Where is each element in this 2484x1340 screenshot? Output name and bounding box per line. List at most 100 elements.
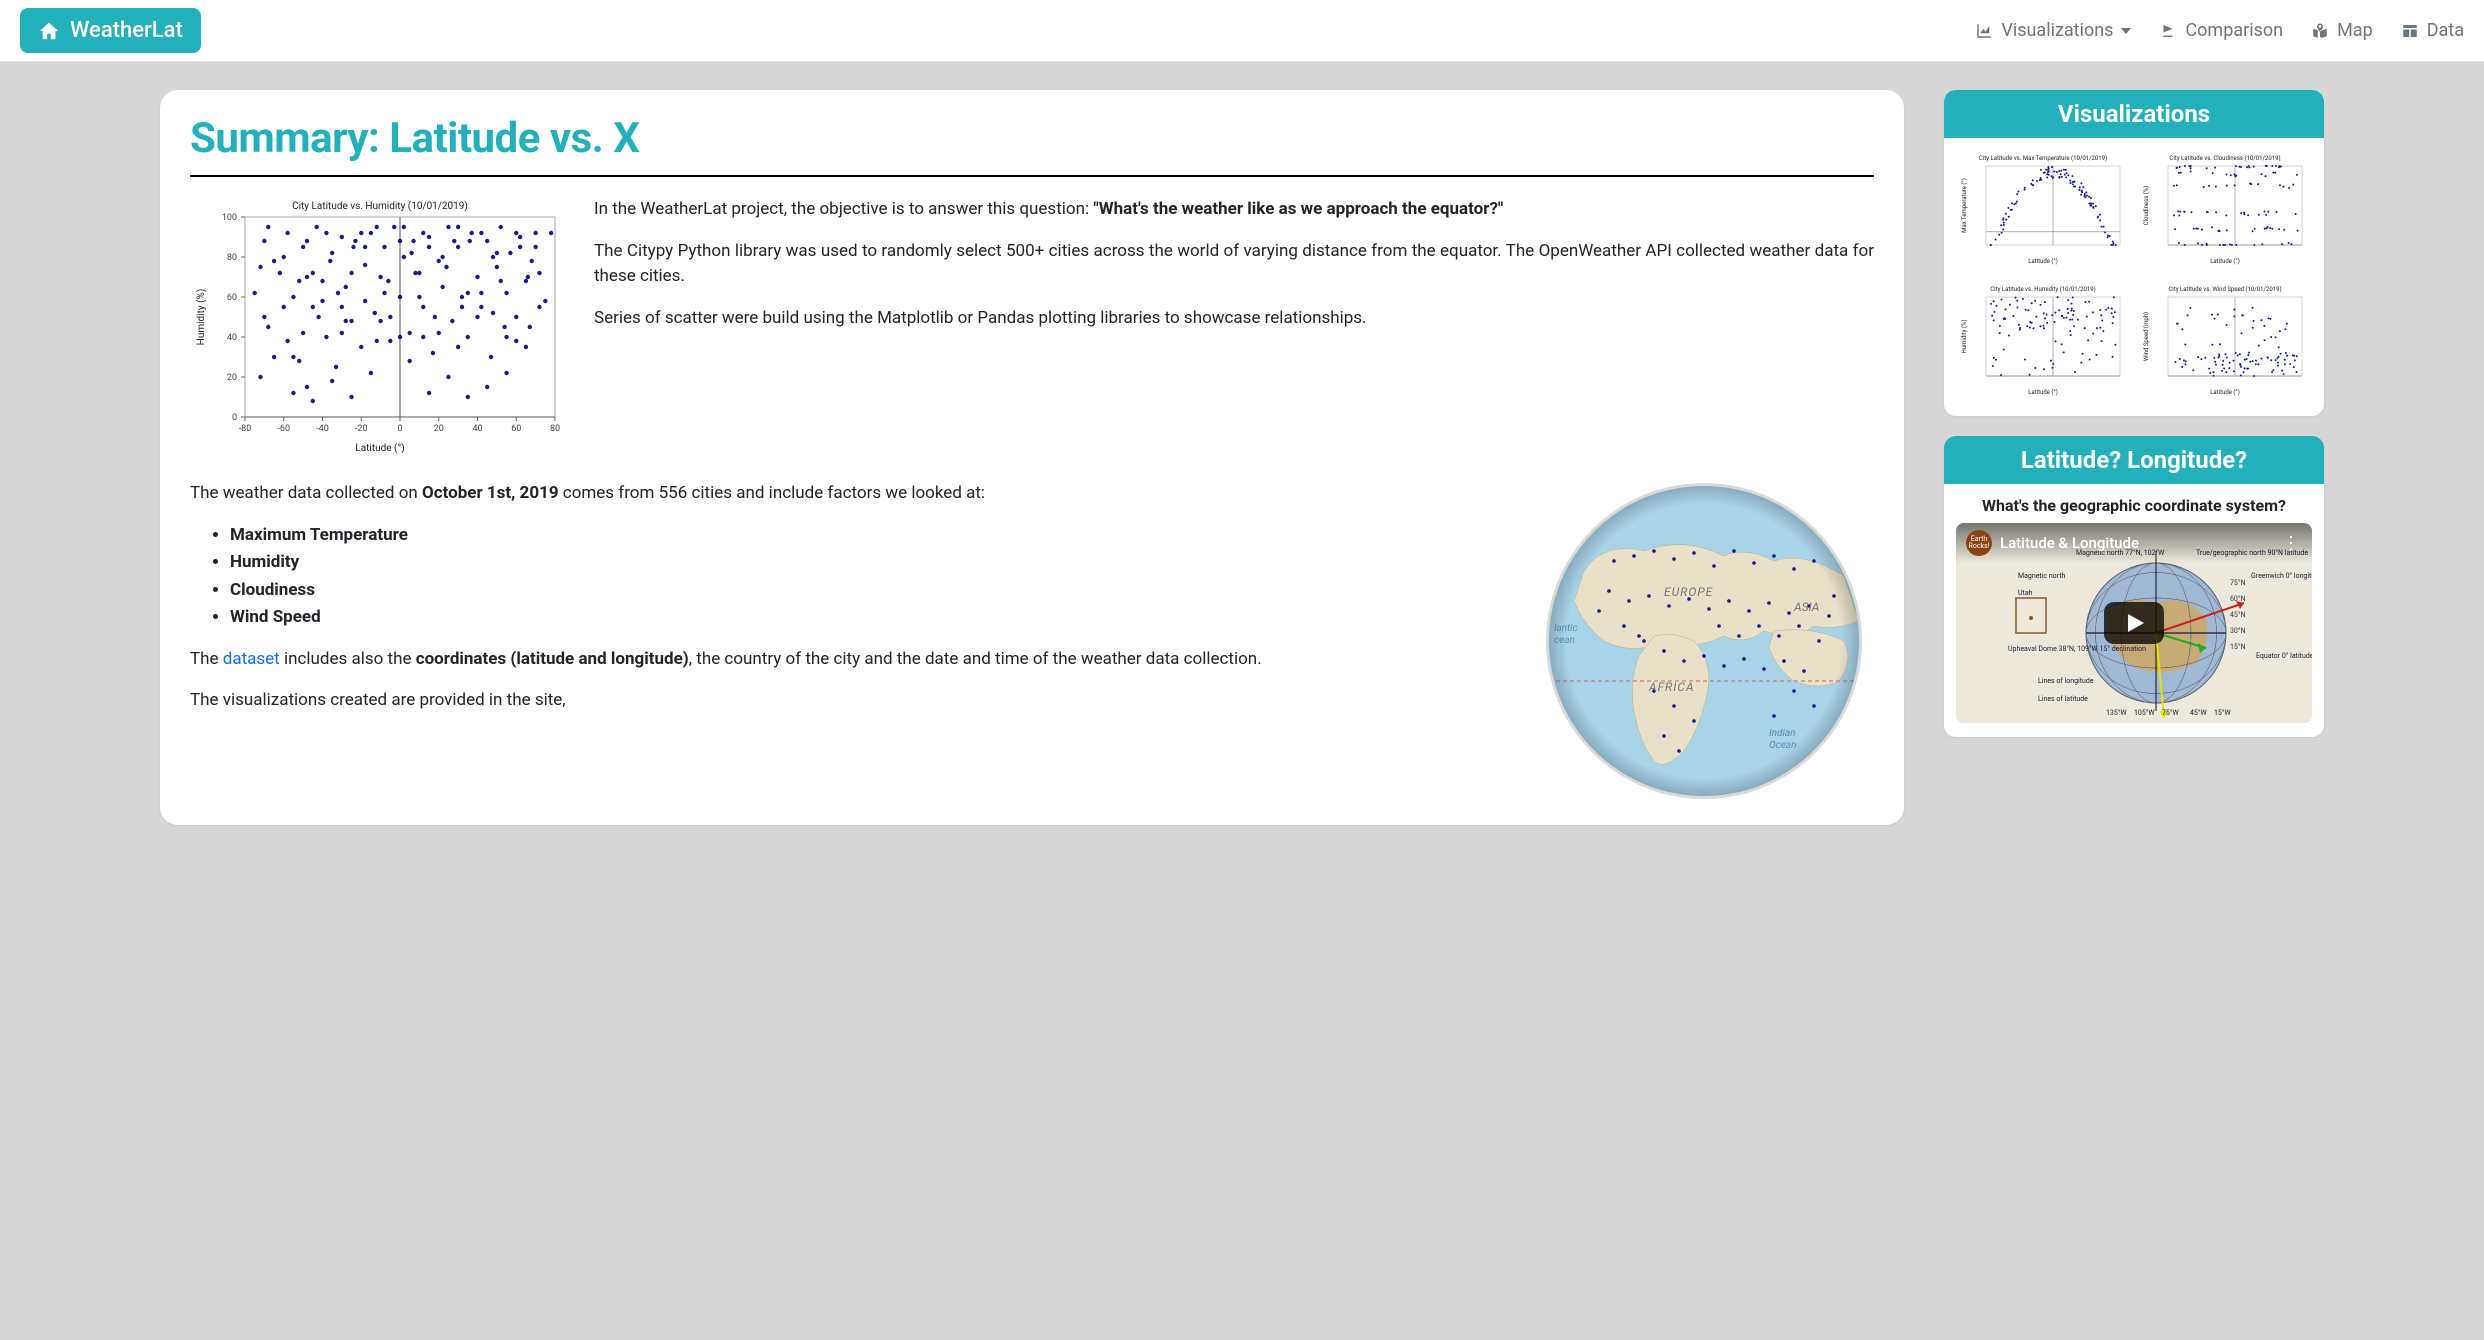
mid-p3: The visualizations created are provided …	[190, 688, 1510, 714]
intro-p2: The Citypy Python library was used to ra…	[594, 239, 1874, 290]
svg-text:City Latitude vs. Max Temperat: City Latitude vs. Max Temperature (10/01…	[1979, 155, 2107, 162]
brand-text: WeatherLat	[70, 18, 183, 43]
svg-text:40: 40	[227, 333, 237, 343]
svg-text:15°W: 15°W	[2214, 709, 2231, 717]
intro-p1b: "What's the weather like as we approach …	[1093, 199, 1503, 219]
nav-visualizations-label: Visualizations	[2001, 20, 2113, 41]
top-row: City Latitude vs. Humidity (10/01/2019) -…	[190, 197, 1874, 461]
brand-home-button[interactable]: WeatherLat	[20, 8, 201, 53]
svg-text:-40: -40	[316, 424, 329, 434]
globe-map: EUROPEAFRICAASIAlanticceanIndianOcean	[1534, 481, 1874, 801]
thumbnail-2[interactable]: City Latitude vs. Humidity (10/01/2019) L…	[1958, 283, 2128, 402]
nav-right: Visualizations Comparison Map Data	[1975, 20, 2464, 41]
svg-text:45°N: 45°N	[2230, 611, 2245, 619]
video-channel-logo: Earth Rocks!	[1966, 530, 1992, 556]
chart-area-icon	[1975, 22, 1993, 40]
nav-map-label: Map	[2337, 20, 2373, 41]
mid-p2c: coordinates (latitude and longitude)	[416, 649, 689, 669]
page-title: Summary: Latitude vs. X	[190, 114, 1874, 163]
svg-text:City Latitude vs. Humidity (10: City Latitude vs. Humidity (10/01/2019)	[292, 200, 468, 212]
svg-text:Humidity (%): Humidity (%)	[1961, 320, 1968, 354]
intro-p1a: In the WeatherLat project, the objective…	[594, 199, 1093, 219]
mid-p2d: , the country of the city and the date a…	[689, 649, 1262, 669]
factor-item: Humidity	[230, 550, 1510, 576]
svg-text:Equator 0° latitude: Equator 0° latitude	[2256, 652, 2312, 660]
svg-text:City Latitude vs. Humidity (10: City Latitude vs. Humidity (10/01/2019)	[1990, 286, 2095, 293]
title-divider	[190, 175, 1874, 177]
video-embed[interactable]: 75°N60°N45°N30°N15°NMagnetic north 77°N,…	[1956, 523, 2312, 723]
dataset-link[interactable]: dataset	[223, 649, 280, 669]
mid-row: The weather data collected on October 1s…	[190, 481, 1874, 801]
home-icon	[38, 20, 60, 42]
svg-text:75°W: 75°W	[2162, 709, 2179, 717]
svg-text:80: 80	[227, 253, 237, 263]
svg-text:-60: -60	[277, 424, 290, 434]
sidebar-viz-header: Visualizations	[1944, 90, 2324, 138]
video-holder: 75°N60°N45°N30°N15°NMagnetic north 77°N,…	[1944, 523, 2324, 737]
svg-text:0: 0	[232, 413, 237, 423]
nav-data-label: Data	[2427, 20, 2464, 41]
intro-p3: Series of scatter were build using the M…	[594, 306, 1874, 332]
video-topbar: Earth Rocks! Latitude & Longitude ⋮	[1956, 523, 2312, 563]
main-scatter-chart: City Latitude vs. Humidity (10/01/2019) -…	[190, 197, 570, 461]
mid-p2a: The	[190, 649, 223, 669]
nav-visualizations[interactable]: Visualizations	[1975, 20, 2131, 41]
greater-equal-icon	[2159, 22, 2177, 40]
sidebar-visualizations-card: Visualizations City Latitude vs. Max Tem…	[1944, 90, 2324, 416]
svg-text:City Latitude vs. Wind Speed (: City Latitude vs. Wind Speed (10/01/2019…	[2168, 286, 2281, 293]
mid-p1b: October 1st, 2019	[422, 483, 559, 503]
page-container: Summary: Latitude vs. X City Latitude vs…	[0, 62, 2484, 865]
svg-text:-20: -20	[355, 424, 368, 434]
video-title: Latitude & Longitude	[2000, 534, 2139, 552]
nav-comparison[interactable]: Comparison	[2159, 20, 2283, 41]
svg-text:105°W: 105°W	[2134, 709, 2155, 717]
svg-text:Max Temperature (°): Max Temperature (°)	[1961, 178, 1968, 233]
nav-comparison-label: Comparison	[2185, 20, 2283, 41]
factor-item: Wind Speed	[230, 605, 1510, 631]
svg-text:Latitude (°): Latitude (°)	[2210, 258, 2240, 265]
svg-text:20: 20	[434, 424, 444, 434]
nav-map[interactable]: Map	[2311, 20, 2373, 41]
map-marked-icon	[2311, 22, 2329, 40]
mid-p1a: The weather data collected on	[190, 483, 422, 503]
mid-text: The weather data collected on October 1s…	[190, 481, 1510, 730]
svg-text:Greenwich 0° longitude: Greenwich 0° longitude	[2251, 572, 2312, 580]
svg-text:Lines of longitude: Lines of longitude	[2038, 677, 2094, 685]
svg-text:Lines of latitude: Lines of latitude	[2038, 695, 2088, 703]
svg-text:75°N: 75°N	[2230, 579, 2245, 587]
svg-text:Cloudiness (%): Cloudiness (%)	[2143, 186, 2150, 226]
svg-text:15°N: 15°N	[2230, 643, 2245, 651]
svg-text:20: 20	[227, 373, 237, 383]
svg-text:60: 60	[227, 293, 237, 303]
mid-p2b: includes also the	[280, 649, 416, 669]
thumbnail-1[interactable]: City Latitude vs. Cloudiness (10/01/2019…	[2140, 152, 2310, 271]
svg-text:Latitude (°): Latitude (°)	[355, 442, 404, 454]
sidebar-coord-card: Latitude? Longitude? What's the geograph…	[1944, 436, 2324, 737]
svg-text:30°N: 30°N	[2230, 627, 2245, 635]
sidebar: Visualizations City Latitude vs. Max Tem…	[1944, 90, 2324, 737]
svg-text:Latitude (°): Latitude (°)	[2028, 389, 2058, 396]
intro-text: In the WeatherLat project, the objective…	[594, 197, 1874, 347]
svg-text:Humidity (%): Humidity (%)	[195, 289, 207, 346]
sidebar-coord-sub: What's the geographic coordinate system?	[1944, 484, 2324, 523]
svg-text:135°W: 135°W	[2106, 709, 2127, 717]
thumbnail-grid: City Latitude vs. Max Temperature (10/01…	[1944, 138, 2324, 416]
chevron-down-icon	[2121, 28, 2131, 34]
svg-text:60: 60	[511, 424, 521, 434]
svg-text:100: 100	[222, 213, 237, 223]
navbar: WeatherLat Visualizations Comparison Map…	[0, 0, 2484, 62]
mid-p1c: comes from 556 cities and include factor…	[559, 483, 985, 503]
table-icon	[2401, 22, 2419, 40]
svg-text:45°W: 45°W	[2190, 709, 2207, 717]
nav-data[interactable]: Data	[2401, 20, 2464, 41]
factor-item: Cloudiness	[230, 578, 1510, 604]
svg-text:0: 0	[397, 424, 402, 434]
main-card: Summary: Latitude vs. X City Latitude vs…	[160, 90, 1904, 825]
play-button[interactable]	[2104, 602, 2164, 644]
svg-text:80: 80	[550, 424, 560, 434]
thumbnail-3[interactable]: City Latitude vs. Wind Speed (10/01/2019…	[2140, 283, 2310, 402]
video-menu-icon[interactable]: ⋮	[2282, 533, 2302, 554]
svg-text:Latitude (°): Latitude (°)	[2028, 258, 2058, 265]
svg-text:Wind Speed (mph): Wind Speed (mph)	[2143, 312, 2150, 361]
thumbnail-0[interactable]: City Latitude vs. Max Temperature (10/01…	[1958, 152, 2128, 271]
